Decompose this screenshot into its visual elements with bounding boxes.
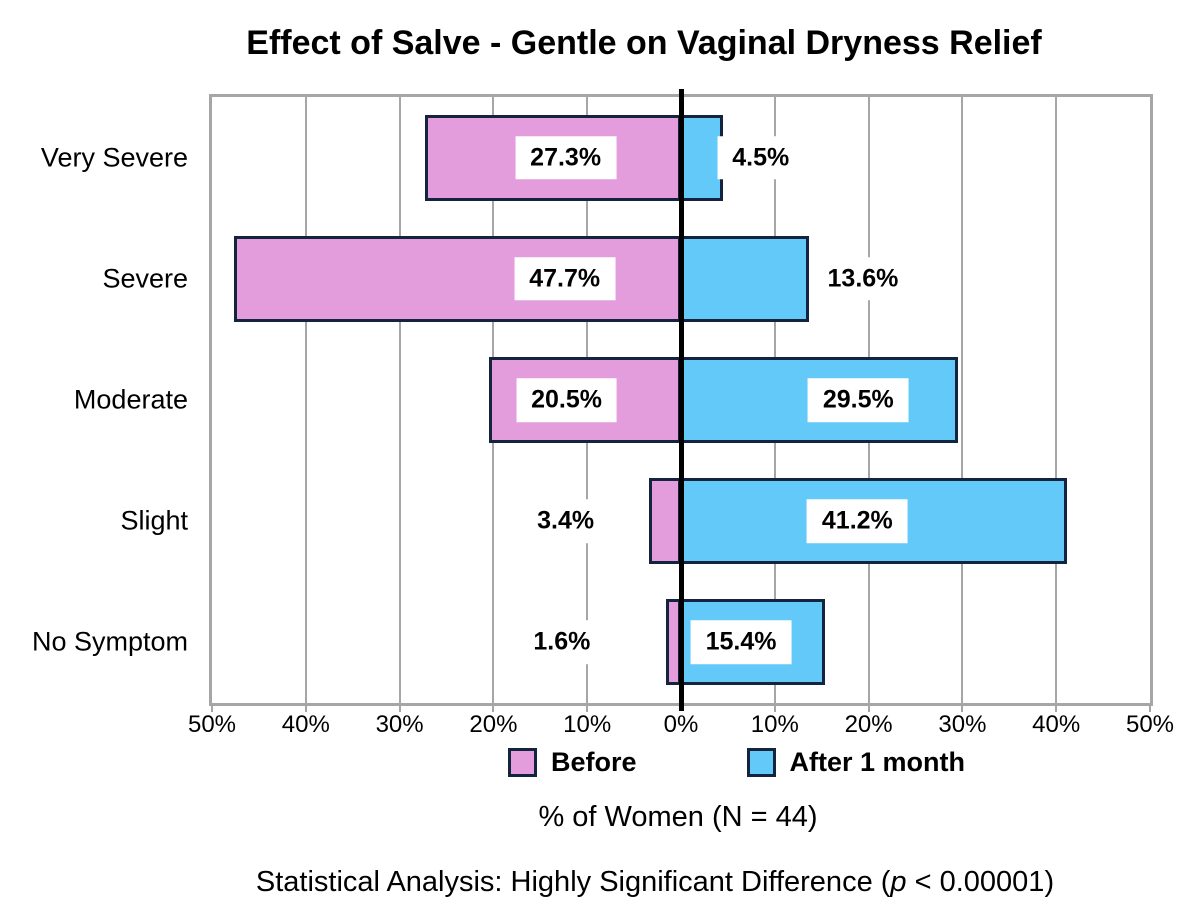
bar-label-after-1-month-moderate: 29.5%: [807, 378, 909, 422]
x-tick-mark: [1149, 706, 1151, 712]
gridline-40-right: [1055, 97, 1058, 703]
bar-label-before-no-symptom: 1.6%: [518, 620, 606, 665]
gridline-30-left: [398, 97, 401, 703]
x-tick-label-right-10: 10%: [750, 711, 799, 738]
x-tick-label-left-10: 10%: [563, 711, 612, 738]
footnote-suffix: < 0.00001): [906, 866, 1055, 898]
x-tick-label-left-30: 30%: [375, 711, 424, 738]
zero-axis-line: [678, 89, 684, 711]
x-tick-mark: [211, 706, 213, 712]
category-label-moderate: Moderate: [73, 384, 188, 415]
category-axis: Very Severe Severe Moderate Slight No Sympto…: [0, 97, 194, 703]
chart-title: Effect of Salve - Gentle on Vaginal Dryn…: [246, 24, 1042, 62]
stats-footnote: Statistical Analysis: Highly Significant…: [256, 866, 1054, 899]
category-label-very-severe: Very Severe: [40, 142, 188, 173]
x-axis: 50% 40% 30% 20% 10% 0% 10% 20% 30% 40% 50%: [188, 703, 1174, 747]
bar-label-after-1-month-slight: 41.2%: [806, 499, 908, 543]
legend-swatch-before: [508, 748, 537, 777]
x-tick-mark: [586, 706, 589, 712]
x-axis-title: % of Women (N = 44): [538, 801, 818, 833]
bar-label-after-1-month-very-severe: 4.5%: [717, 135, 805, 180]
gridline-40-left: [304, 97, 307, 703]
bar-label-before-severe: 47.7%: [514, 257, 616, 301]
x-tick-mark: [867, 706, 870, 712]
gridline-30-right: [961, 97, 964, 703]
x-tick-mark: [773, 706, 776, 712]
x-tick-label-left-20: 20%: [469, 711, 518, 738]
footnote-prefix: Statistical Analysis: Highly Significant…: [255, 866, 891, 898]
bar-label-before-moderate: 20.5%: [516, 378, 618, 422]
legend-item-before: Before: [508, 747, 637, 778]
x-tick-mark: [961, 706, 964, 712]
legend: Before After 1 month: [508, 747, 965, 778]
category-label-severe: Severe: [102, 263, 188, 294]
category-label-slight: Slight: [120, 505, 188, 536]
bar-after-1-month-severe: [681, 235, 809, 322]
bar-label-before-very-severe: 27.3%: [515, 135, 617, 180]
x-tick-label-right-20: 20%: [844, 711, 893, 738]
x-tick-mark: [1055, 706, 1058, 712]
x-tick-label-0: 0%: [663, 711, 699, 738]
footnote-p-symbol: p: [890, 866, 907, 898]
legend-item-after: After 1 month: [746, 747, 966, 778]
x-tick-mark: [398, 706, 401, 712]
legend-swatch-after: [746, 748, 776, 777]
bar-label-after-1-month-severe: 13.6%: [812, 257, 914, 301]
x-tick-label-left-50: 50%: [187, 711, 237, 738]
x-tick-mark: [492, 706, 495, 712]
x-tick-label-right-50: 50%: [1125, 711, 1175, 738]
x-tick-mark: [304, 706, 307, 712]
plot-area: 27.3% 47.7% 20.5% 3.4% 1.6% 4.5% 13.6% 29.5% 41.…: [209, 89, 1153, 711]
legend-label-before: Before: [551, 747, 637, 777]
bar-label-before-slight: 3.4%: [522, 499, 610, 543]
bar-label-after-1-month-no-symptom: 15.4%: [690, 620, 792, 665]
x-tick-label-left-40: 40%: [281, 711, 330, 738]
bar-before-slight: [649, 478, 681, 565]
x-tick-label-right-40: 40%: [1032, 711, 1081, 738]
x-tick-label-right-30: 30%: [938, 711, 987, 738]
category-label-no-symptom: No Symptom: [31, 626, 188, 657]
legend-label-after: After 1 month: [789, 747, 966, 777]
